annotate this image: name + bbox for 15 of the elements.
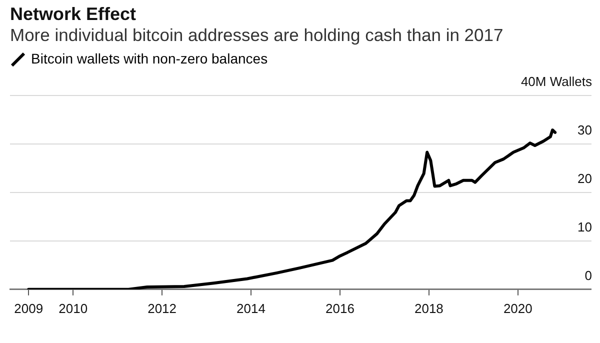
x-tick-label: 2010 — [58, 300, 88, 316]
y-tick-label: 30 — [578, 122, 592, 138]
x-tick-label: 2014 — [236, 300, 266, 316]
y-tick-label: 0 — [584, 268, 592, 283]
x-tick-label: 2012 — [148, 300, 177, 316]
chart-title: Network Effect — [10, 4, 136, 24]
x-tick-label: 2016 — [326, 300, 354, 316]
y-tick-label: 10 — [578, 220, 592, 235]
y-tick-label: 40M Wallets — [520, 74, 592, 90]
y-tick-label: 20 — [578, 171, 592, 186]
legend-label: Bitcoin wallets with non-zero balances — [31, 50, 268, 66]
x-tick-label: 2009 — [14, 300, 44, 316]
x-tick-label: 2018 — [414, 300, 444, 316]
chart-subtitle: More individual bitcoin addresses are holding cash than in 2017 — [10, 24, 504, 45]
x-tick-label: 2020 — [503, 300, 532, 316]
